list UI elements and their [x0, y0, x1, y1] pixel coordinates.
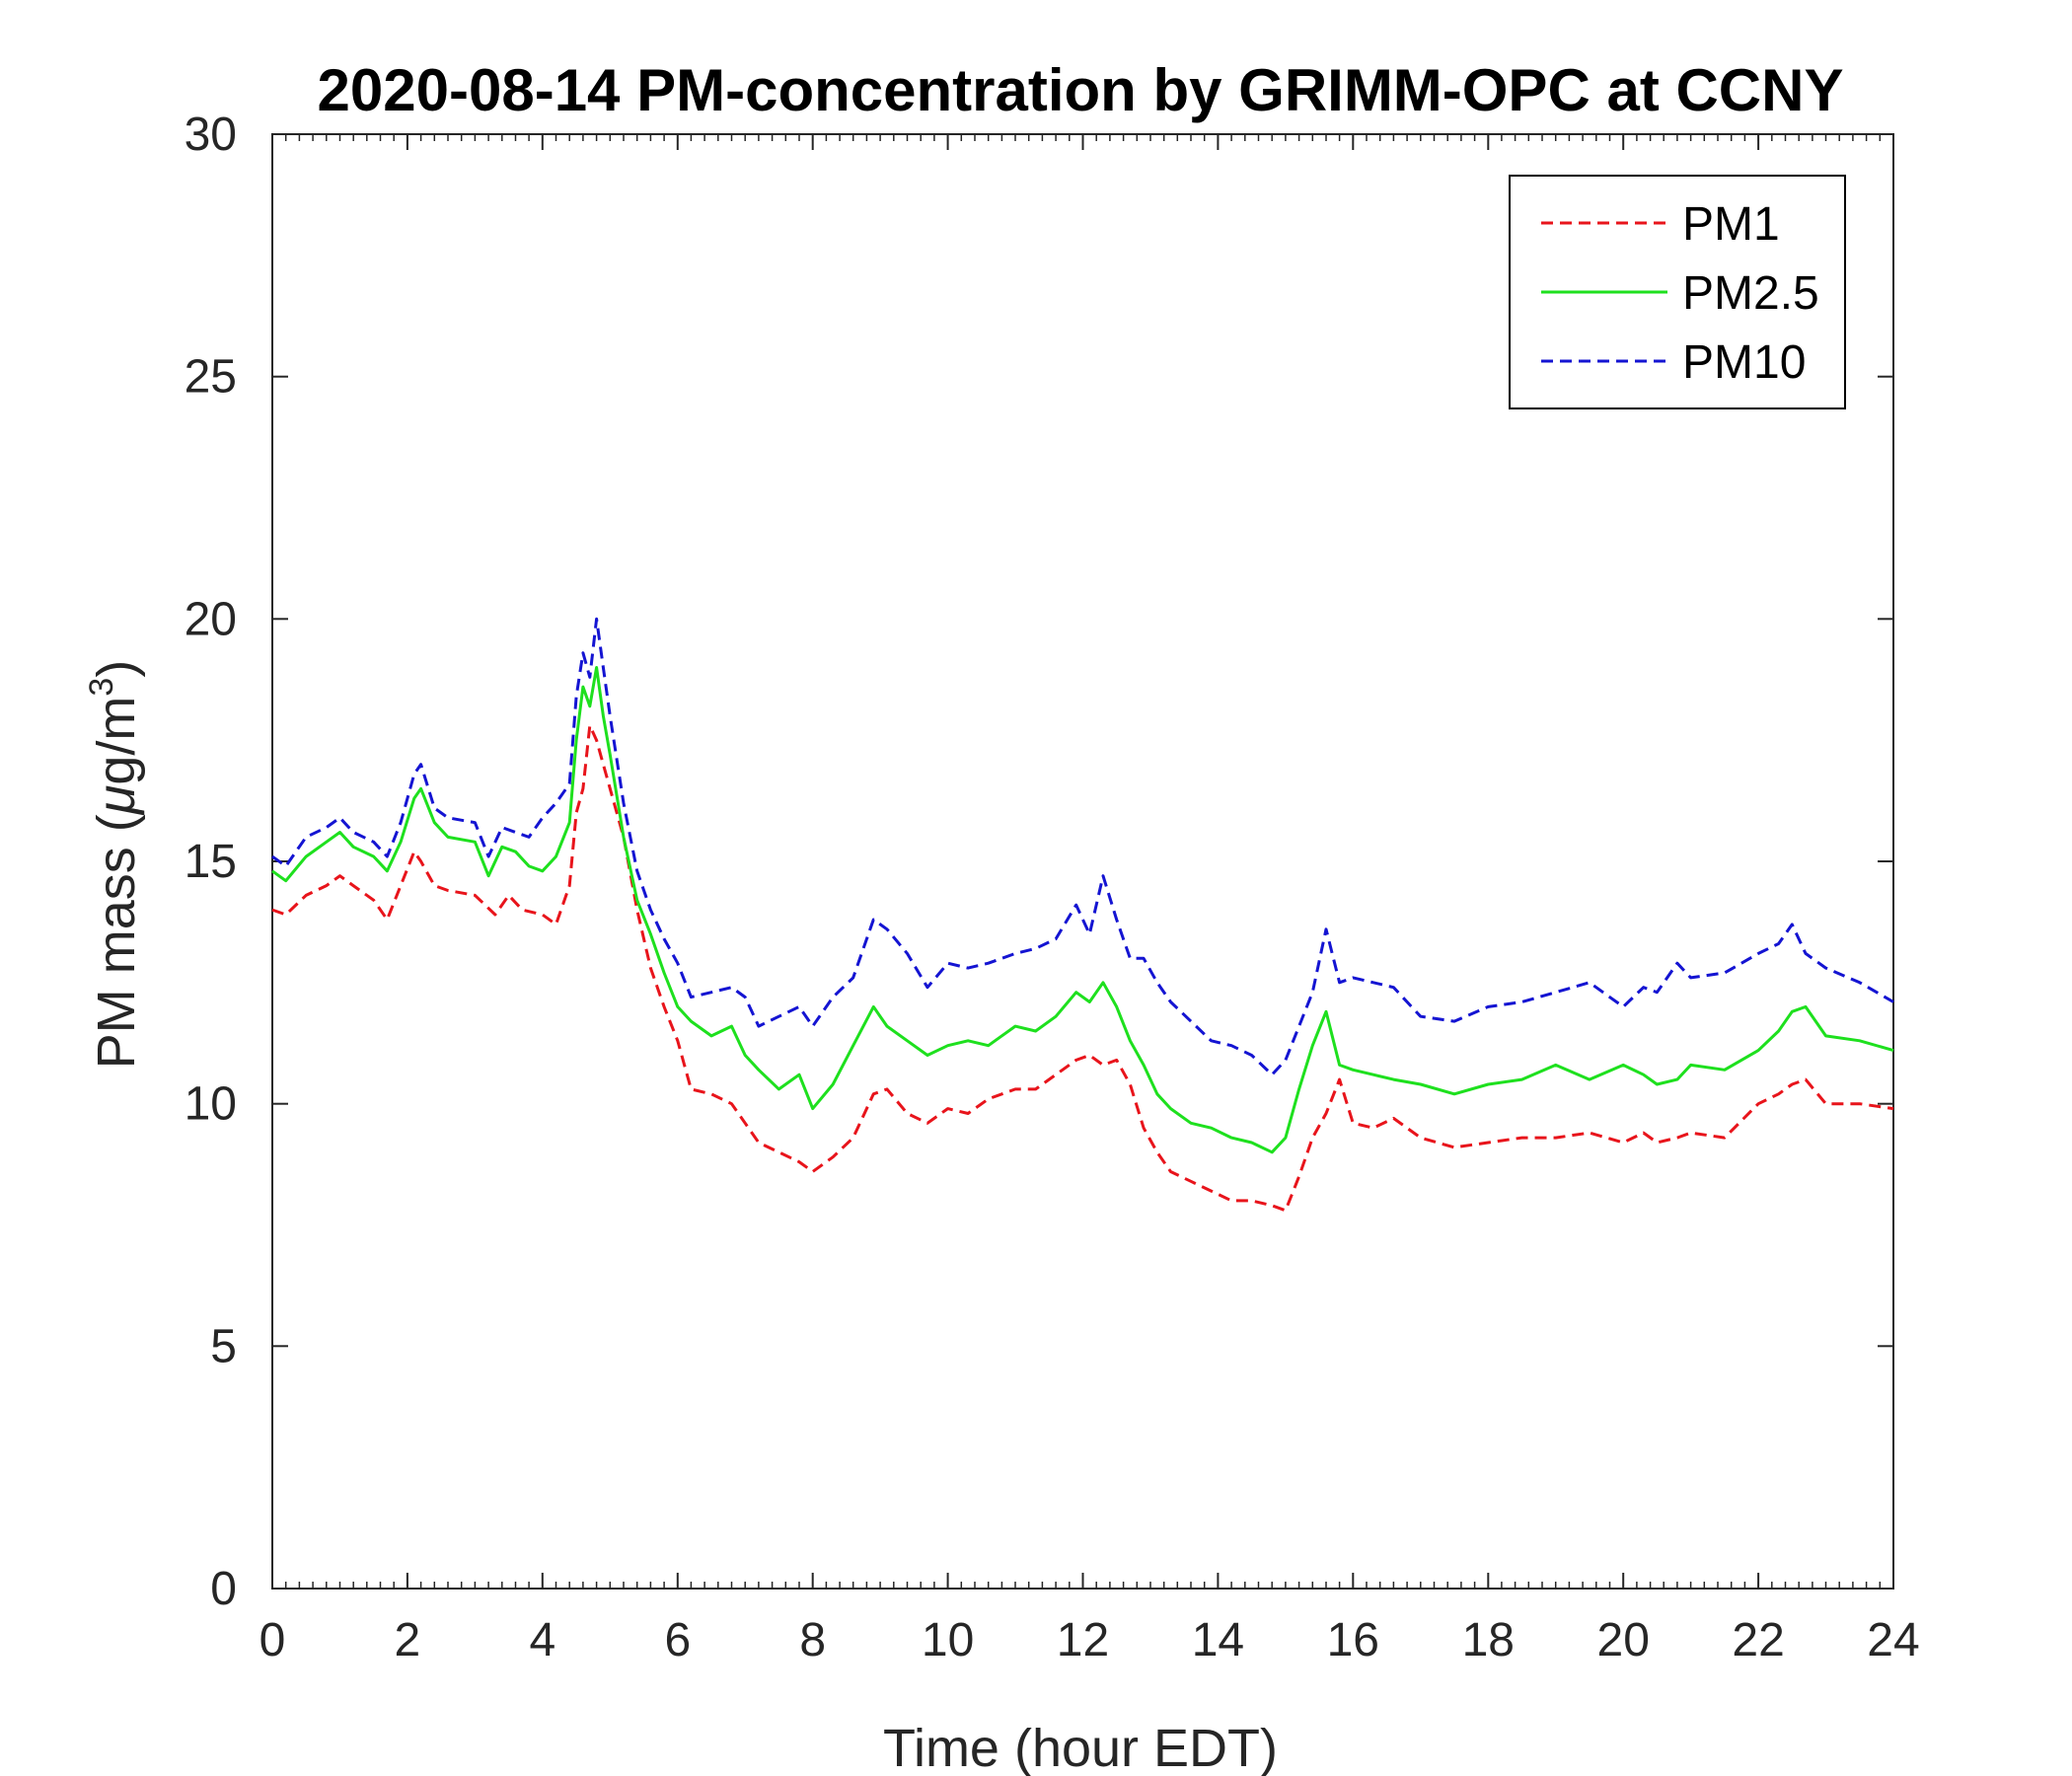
x-tick-label: 14 — [1192, 1614, 1244, 1666]
y-tick-label: 30 — [185, 109, 237, 161]
series-line-pm1 — [271, 723, 1894, 1213]
legend-label-pm10: PM10 — [1682, 336, 1806, 389]
x-tick-label: 12 — [1057, 1614, 1109, 1666]
y-axis-label-unit: g/m — [87, 697, 146, 785]
y-axis-label-sup: 3 — [83, 678, 120, 697]
x-tick-labels: 0 2 4 6 8 10 12 14 16 18 20 22 24 — [259, 1614, 1920, 1666]
legend: PM1 PM2.5 PM10 — [1509, 175, 1846, 409]
series-line-pm2-5 — [271, 666, 1894, 1154]
x-tick-label: 22 — [1732, 1614, 1784, 1666]
x-axis-label: Time (hour EDT) — [883, 1719, 1278, 1776]
y-tick-label: 25 — [185, 351, 237, 404]
y-tick-label: 15 — [185, 836, 237, 888]
x-tick-label: 24 — [1867, 1614, 1919, 1666]
y-tick-label: 5 — [210, 1320, 237, 1372]
x-tick-label: 4 — [529, 1614, 555, 1666]
x-tick-label: 2 — [395, 1614, 421, 1666]
x-tick-label: 0 — [259, 1614, 286, 1666]
legend-entries: PM1 PM2.5 PM10 — [1541, 198, 1819, 389]
y-axis-label-mu: μ — [87, 785, 146, 817]
x-tick-label: 18 — [1462, 1614, 1515, 1666]
y-axis-label: PM mass (μg/m3) — [83, 660, 146, 1070]
legend-label-pm2-5: PM2.5 — [1682, 267, 1819, 320]
x-tick-label: 16 — [1327, 1614, 1379, 1666]
y-tick-labels: 0 5 10 15 20 25 30 — [185, 109, 237, 1615]
x-tick-label: 10 — [922, 1614, 974, 1666]
series-lines — [271, 617, 1894, 1213]
major-ticks — [271, 133, 1894, 1590]
x-tick-label: 8 — [799, 1614, 826, 1666]
y-tick-label: 0 — [210, 1563, 237, 1615]
y-axis-label-main: PM mass ( — [87, 814, 146, 1069]
chart-title: 2020-08-14 PM-concentration by GRIMM-OPC… — [318, 57, 1844, 123]
y-tick-label: 20 — [185, 593, 237, 645]
legend-label-pm1: PM1 — [1682, 198, 1780, 251]
x-tick-label: 20 — [1597, 1614, 1650, 1666]
series-line-pm10 — [271, 617, 1894, 1076]
x-tick-label: 6 — [664, 1614, 691, 1666]
y-tick-label: 10 — [185, 1078, 237, 1131]
y-axis-label-close: ) — [87, 660, 146, 678]
